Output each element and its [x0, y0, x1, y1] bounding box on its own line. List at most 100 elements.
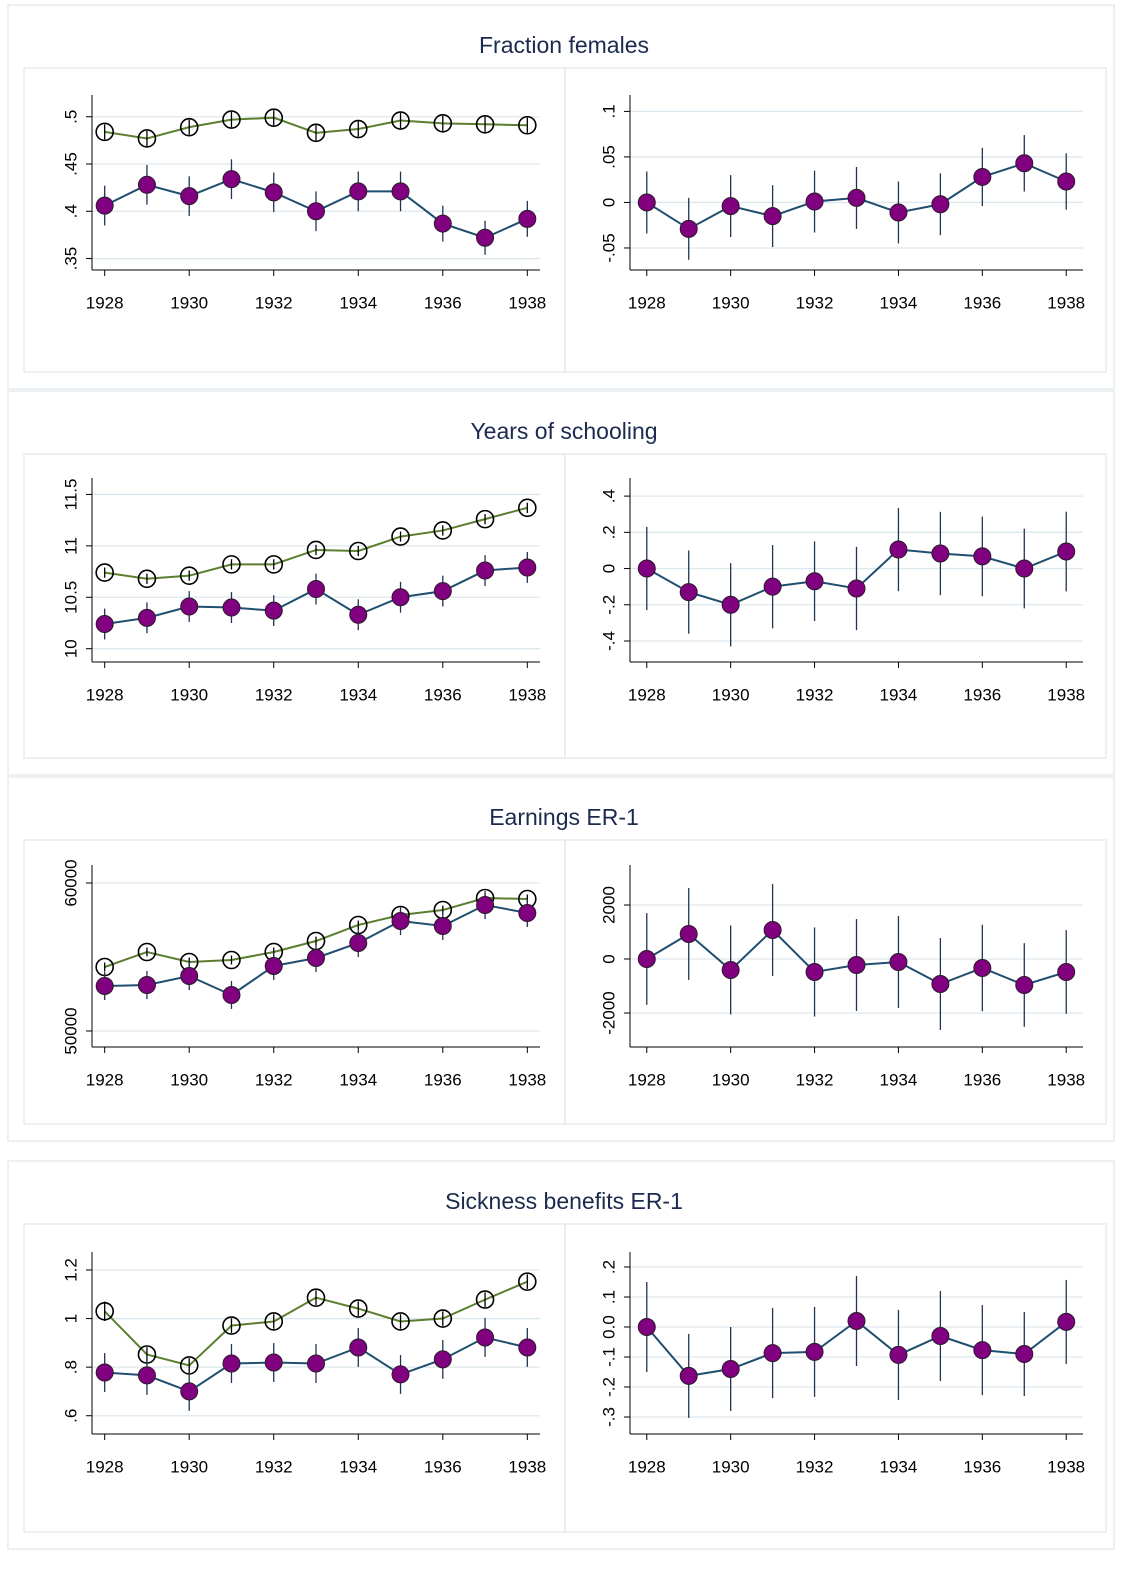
x-tick-label: 1936: [963, 1457, 1001, 1476]
point: [433, 916, 452, 935]
point: [264, 1312, 284, 1331]
point: [847, 188, 866, 207]
y-tick-label: .4: [61, 204, 80, 218]
point: [391, 1312, 410, 1331]
x-tick-label: 1928: [86, 685, 124, 704]
point: [137, 976, 156, 994]
y-tick-label: 10: [61, 639, 80, 658]
row-frame: [7, 1160, 1115, 1550]
x-tick-label: 1936: [424, 293, 462, 312]
x-tick-label: 1928: [628, 1457, 666, 1476]
point: [349, 605, 368, 624]
point: [973, 958, 992, 977]
point: [222, 950, 241, 970]
point: [180, 597, 199, 616]
point: [95, 1363, 114, 1382]
point: [391, 1365, 410, 1384]
point: [264, 108, 284, 127]
x-tick-label: 1936: [963, 685, 1001, 704]
y-tick-label: 0: [599, 564, 618, 573]
point: [1057, 542, 1076, 561]
point: [637, 193, 656, 212]
point: [476, 561, 495, 580]
point: [847, 1312, 866, 1330]
point: [679, 583, 698, 602]
panel-frame: [564, 839, 1107, 1125]
point: [264, 555, 284, 574]
point: [349, 1338, 368, 1357]
x-tick-label: 1934: [339, 293, 377, 312]
point: [1015, 1345, 1034, 1363]
point: [391, 182, 410, 201]
point: [476, 228, 495, 247]
x-tick-label: 1934: [880, 685, 918, 704]
point: [307, 949, 325, 968]
point: [1015, 154, 1034, 173]
point: [805, 572, 824, 591]
y-tick-label: 11: [61, 537, 80, 555]
y-tick-label: -.4: [599, 631, 618, 651]
x-tick-label: 1934: [880, 1457, 918, 1476]
y-tick-label: .5: [61, 110, 80, 124]
point: [222, 1316, 241, 1335]
point: [518, 1338, 537, 1357]
point: [847, 955, 866, 974]
x-tick-label: 1938: [1047, 685, 1085, 704]
x-tick-label: 1932: [796, 293, 834, 312]
row-frame: [7, 390, 1115, 776]
y-tick-label: 11.5: [61, 479, 80, 511]
x-tick-label: 1936: [424, 1070, 462, 1089]
x-tick-label: 1930: [712, 293, 750, 312]
y-tick-label: .8: [61, 1360, 80, 1374]
y-tick-label: -.2: [599, 1377, 618, 1397]
point: [348, 541, 368, 561]
y-tick-label: 1: [61, 1314, 80, 1323]
panel-frame: [564, 1223, 1107, 1533]
point: [222, 555, 241, 574]
y-tick-label: -.1: [599, 1347, 618, 1367]
x-tick-label: 1932: [796, 1457, 834, 1476]
point: [679, 924, 698, 943]
point: [433, 214, 452, 233]
y-tick-label: .45: [61, 152, 80, 176]
point: [931, 544, 950, 563]
point: [264, 183, 283, 202]
x-tick-label: 1932: [255, 685, 293, 704]
point: [721, 960, 740, 979]
x-tick-label: 1934: [880, 293, 918, 312]
point: [180, 187, 199, 206]
point: [137, 942, 157, 962]
point: [95, 196, 114, 215]
y-tick-label: .4: [599, 489, 618, 503]
x-tick-label: 1932: [255, 1070, 293, 1089]
point: [721, 197, 740, 216]
x-tick-label: 1938: [1047, 293, 1085, 312]
point: [1015, 559, 1034, 578]
y-tick-label: 10.5: [61, 581, 80, 614]
point: [307, 580, 325, 599]
point: [679, 219, 698, 238]
point: [137, 569, 157, 589]
point: [476, 895, 495, 914]
y-tick-label: .6: [61, 1409, 80, 1423]
point: [95, 615, 114, 634]
y-tick-label: 0: [599, 954, 618, 963]
x-tick-label: 1928: [86, 293, 124, 312]
x-tick-label: 1930: [712, 685, 750, 704]
x-tick-label: 1928: [86, 1457, 124, 1476]
point: [721, 1360, 740, 1378]
point: [264, 1353, 283, 1372]
x-tick-label: 1928: [628, 1070, 666, 1089]
x-tick-label: 1936: [963, 1070, 1001, 1089]
point: [847, 579, 866, 598]
x-tick-label: 1932: [796, 1070, 834, 1089]
x-tick-label: 1930: [712, 1457, 750, 1476]
point: [306, 540, 326, 560]
point: [307, 202, 325, 221]
point: [180, 1382, 199, 1401]
point: [222, 170, 241, 189]
point: [391, 912, 410, 931]
point: [306, 123, 326, 143]
point: [264, 601, 283, 620]
x-tick-label: 1938: [508, 1070, 546, 1089]
